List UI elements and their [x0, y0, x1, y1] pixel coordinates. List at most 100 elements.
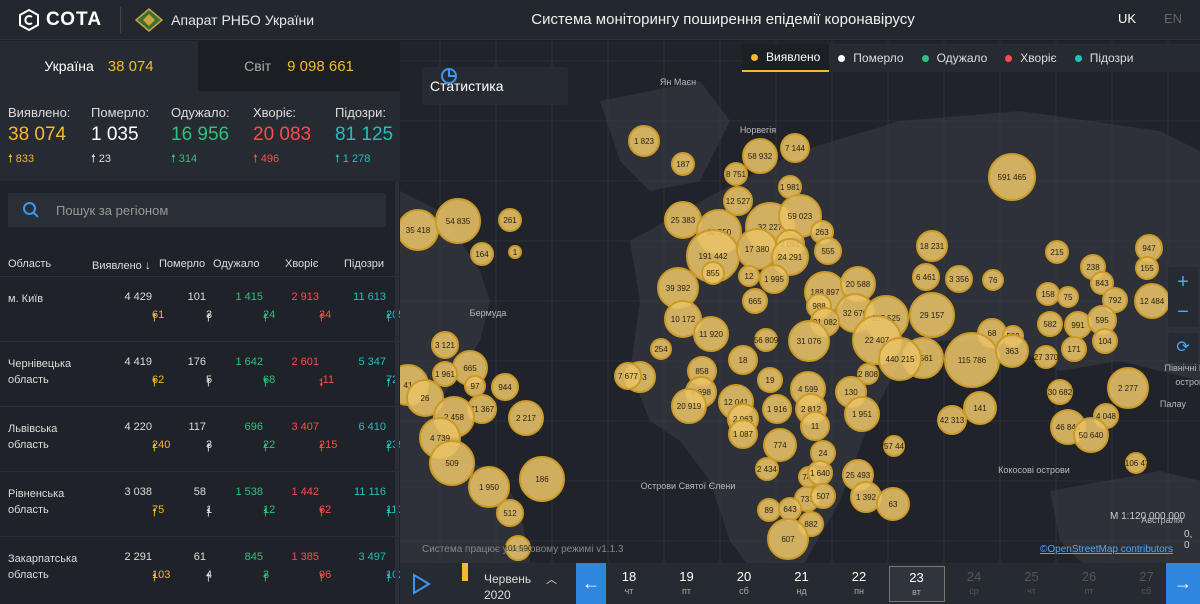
- col-recovered[interactable]: Одужало: [213, 258, 260, 270]
- case-bubble[interactable]: 1 087: [728, 419, 758, 449]
- day-3[interactable]: 21 нд: [774, 569, 830, 596]
- case-bubble[interactable]: 59 023: [778, 194, 822, 238]
- timeline-next-button[interactable]: →: [1166, 563, 1200, 604]
- case-bubble[interactable]: 7 144: [780, 133, 810, 163]
- world-map[interactable]: Ян Маєн Норвегія Бермуда Острови Святої Єле…: [400, 41, 1200, 604]
- case-bubble[interactable]: 31 076: [788, 320, 830, 362]
- case-bubble[interactable]: 39 392: [657, 267, 699, 309]
- legend-item-3[interactable]: Хворіє: [996, 44, 1065, 72]
- case-bubble[interactable]: 186: [519, 456, 565, 502]
- col-deaths[interactable]: Померло: [159, 258, 206, 270]
- case-bubble[interactable]: 56 809: [754, 328, 779, 352]
- case-bubble[interactable]: 363: [995, 334, 1029, 368]
- case-bubble[interactable]: 30 682: [1047, 379, 1073, 405]
- case-bubble[interactable]: 12 527: [723, 186, 753, 216]
- statistics-button[interactable]: Статистика: [422, 67, 568, 105]
- case-bubble[interactable]: 155: [1135, 256, 1159, 280]
- legend-item-2[interactable]: Одужало: [913, 44, 997, 72]
- search-input[interactable]: [56, 193, 376, 227]
- case-bubble[interactable]: 843: [1090, 271, 1114, 295]
- logo[interactable]: СОТА: [18, 8, 102, 31]
- case-bubble[interactable]: 35 418: [400, 209, 439, 251]
- tab-ukraine[interactable]: Україна 38 074: [0, 41, 198, 91]
- col-suspected[interactable]: Підозри: [344, 258, 385, 270]
- case-bubble[interactable]: 1 951: [844, 396, 880, 432]
- case-bubble[interactable]: 19: [757, 367, 783, 393]
- case-bubble[interactable]: 3 356: [945, 265, 973, 293]
- case-bubble[interactable]: 187: [671, 152, 695, 176]
- case-bubble[interactable]: 141: [963, 391, 997, 425]
- case-bubble[interactable]: 89: [757, 498, 781, 522]
- day-4[interactable]: 22 пн: [831, 569, 887, 596]
- day-9[interactable]: 27 сб: [1119, 569, 1175, 596]
- case-bubble[interactable]: 1 106 470: [1118, 452, 1154, 474]
- case-bubble[interactable]: 254: [650, 338, 672, 360]
- case-bubble[interactable]: 104: [1092, 328, 1118, 354]
- case-bubble[interactable]: 25 383: [664, 201, 702, 239]
- case-bubble[interactable]: 18 231: [916, 230, 948, 262]
- case-bubble[interactable]: 20 919: [671, 388, 707, 424]
- legend-item-0[interactable]: Виявлено: [742, 44, 830, 72]
- zoom-in-button[interactable]: +: [1168, 267, 1198, 297]
- case-bubble[interactable]: 12 484: [1134, 283, 1170, 319]
- search-box[interactable]: [8, 193, 386, 227]
- day-5[interactable]: 23 вт: [888, 566, 945, 602]
- case-bubble[interactable]: 29 157: [909, 292, 955, 338]
- case-bubble[interactable]: 591 465: [988, 153, 1036, 201]
- table-row[interactable]: Закарпатська область 2 291 🠕 103 61 🠕 4 845 🠕 …: [0, 536, 404, 600]
- tab-world[interactable]: Світ 9 098 661: [198, 41, 400, 91]
- map-canvas[interactable]: Ян Маєн Норвегія Бермуда Острови Святої Єле…: [400, 41, 1200, 604]
- osm-attribution-link[interactable]: ©OpenStreetMap contributors: [1040, 544, 1173, 555]
- case-bubble[interactable]: 643: [778, 497, 802, 521]
- case-bubble[interactable]: 42 313: [937, 405, 967, 435]
- case-bubble[interactable]: 2 434: [755, 457, 779, 481]
- case-bubble[interactable]: 6 461: [912, 263, 940, 291]
- case-bubble[interactable]: 607: [767, 518, 809, 560]
- chevron-up-icon[interactable]: ︿: [546, 574, 557, 586]
- case-bubble[interactable]: 3 121: [431, 331, 459, 359]
- case-bubble[interactable]: 63: [876, 487, 910, 521]
- sidebar-scrollbar[interactable]: [395, 181, 399, 604]
- case-bubble[interactable]: 792: [1102, 287, 1128, 313]
- zoom-out-button[interactable]: −: [1168, 297, 1198, 327]
- case-bubble[interactable]: 101 590: [504, 535, 533, 561]
- case-bubble[interactable]: 27 370: [1034, 345, 1059, 369]
- case-bubble[interactable]: 26: [406, 379, 444, 417]
- case-bubble[interactable]: 50 640: [1073, 417, 1109, 453]
- day-2[interactable]: 20 сб: [716, 569, 772, 596]
- case-bubble[interactable]: 12: [738, 265, 760, 287]
- case-bubble[interactable]: 1 950: [468, 466, 510, 508]
- play-icon[interactable]: [410, 573, 432, 595]
- case-bubble[interactable]: 58 932: [742, 138, 778, 174]
- refresh-icon[interactable]: ⟳: [1168, 333, 1198, 363]
- case-bubble[interactable]: 2 217: [508, 400, 544, 436]
- legend-item-4[interactable]: Підозри: [1066, 44, 1143, 72]
- col-sick[interactable]: Хворіє: [285, 258, 319, 270]
- case-bubble[interactable]: 2 808: [857, 363, 879, 385]
- case-bubble[interactable]: 164: [470, 242, 494, 266]
- case-bubble[interactable]: 944: [491, 373, 519, 401]
- timeline-prev-button[interactable]: ←: [576, 563, 606, 604]
- lang-uk-button[interactable]: UK: [1118, 11, 1137, 26]
- day-0[interactable]: 18 чт: [601, 569, 657, 596]
- case-bubble[interactable]: 76: [982, 269, 1004, 291]
- case-bubble[interactable]: 257 447: [880, 435, 909, 457]
- case-bubble[interactable]: 1 916: [762, 394, 792, 424]
- lang-en-button[interactable]: EN: [1164, 11, 1183, 26]
- case-bubble[interactable]: 97: [464, 375, 486, 397]
- case-bubble[interactable]: 509: [429, 440, 475, 486]
- day-7[interactable]: 25 чт: [1004, 569, 1060, 596]
- case-bubble[interactable]: 774: [763, 428, 797, 462]
- case-bubble[interactable]: 1 823: [628, 125, 660, 157]
- case-bubble[interactable]: 17 380: [736, 228, 778, 270]
- case-bubble[interactable]: 75: [1057, 286, 1079, 308]
- table-row[interactable]: Львівська область 4 220 🠕 240 117 🠕 3 696 🠕 22…: [0, 406, 404, 470]
- case-bubble[interactable]: 171: [1061, 336, 1087, 362]
- case-bubble[interactable]: 507: [810, 483, 836, 509]
- day-8[interactable]: 26 пт: [1061, 569, 1117, 596]
- case-bubble[interactable]: 11 920: [693, 316, 729, 352]
- case-bubble[interactable]: 261: [498, 208, 522, 232]
